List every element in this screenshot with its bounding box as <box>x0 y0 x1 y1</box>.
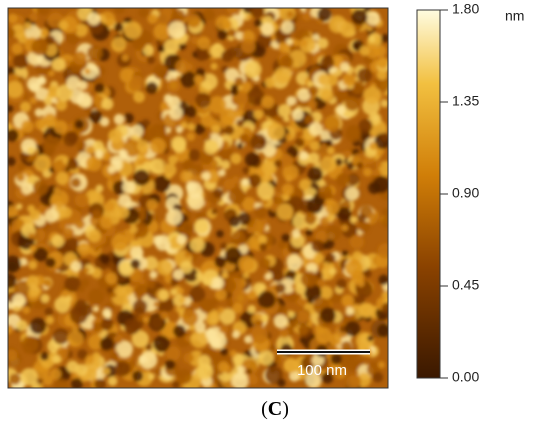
colorbar-unit: nm <box>505 8 524 24</box>
colorbar-tick-label: 0.90 <box>452 185 479 201</box>
afm-image <box>8 8 388 388</box>
colorbar-tick-label: 1.35 <box>452 93 479 109</box>
scale-bar-label: 100 nm <box>297 362 347 379</box>
colorbar-tick-label: 0.45 <box>452 277 479 293</box>
colorbar-tick-label: 0.00 <box>452 369 479 385</box>
colorbar <box>416 9 441 379</box>
caption: (C) <box>261 398 289 420</box>
colorbar-tick-label: 1.80 <box>452 1 479 17</box>
